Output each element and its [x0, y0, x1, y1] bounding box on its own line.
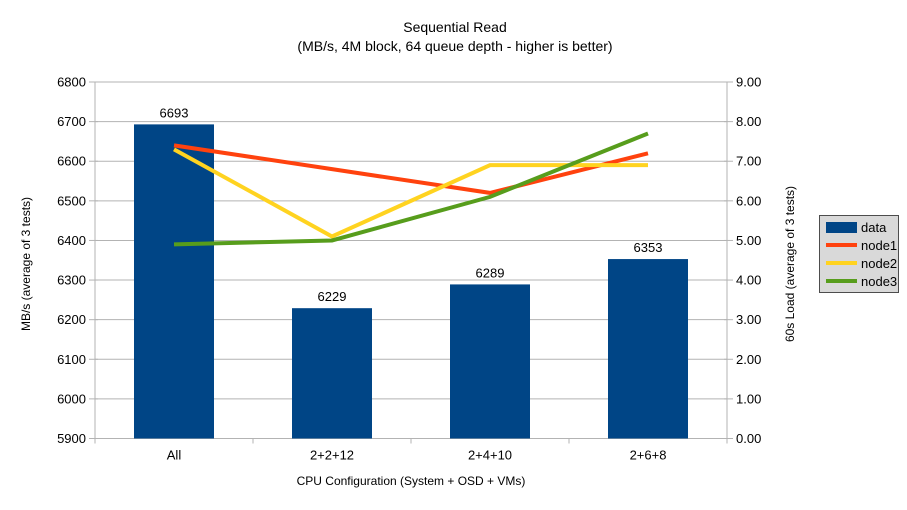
- legend-label-node3: node3: [861, 273, 898, 289]
- bar-all: [134, 124, 214, 439]
- left-tick-label: 6300: [57, 273, 86, 288]
- legend-label-node1: node1: [861, 237, 898, 253]
- right-tick-label: 6.00: [736, 193, 761, 208]
- left-tick-label: 6500: [57, 193, 86, 208]
- y-axis-title-left: MB/s (average of 3 tests): [19, 197, 33, 331]
- right-tick-label: 3.00: [736, 312, 761, 327]
- category-label: 2+2+12: [310, 448, 354, 463]
- legend-item-data: data: [826, 220, 898, 235]
- right-tick-label: 1.00: [736, 391, 761, 406]
- legend-item-node1: node1: [826, 238, 898, 253]
- legend-swatch-node1: [826, 243, 857, 247]
- bar-2+4+10: [450, 284, 530, 439]
- right-tick-label: 2.00: [736, 352, 761, 367]
- bar-value-label: 6353: [634, 240, 663, 255]
- legend-swatch-data: [826, 221, 857, 233]
- line-node3: [173, 131, 649, 247]
- right-tick-label: 7.00: [736, 154, 761, 169]
- legend-swatch-node2: [826, 261, 857, 265]
- bar-2+6+8: [608, 259, 688, 439]
- legend-swatch-node3: [826, 279, 857, 283]
- bar-value-label: 6693: [160, 105, 189, 120]
- left-tick-label: 5900: [57, 431, 86, 446]
- legend-item-node3: node3: [826, 274, 898, 289]
- category-label: All: [167, 448, 182, 463]
- left-tick-label: 6000: [57, 391, 86, 406]
- bar-value-label: 6229: [318, 289, 347, 304]
- left-tick-label: 6200: [57, 312, 86, 327]
- category-label: 2+6+8: [630, 448, 667, 463]
- y-axis-title-right: 60s Load (average of 3 tests): [783, 186, 797, 342]
- plot-area: 6800 9.00 6700 8.00 6600 7.00 6500 6.00 6400 5.00…: [57, 75, 761, 463]
- left-tick-label: 6800: [57, 75, 86, 90]
- legend-label-node2: node2: [861, 255, 898, 271]
- chart-title-line2: (MB/s, 4M block, 64 queue depth - higher…: [297, 38, 612, 54]
- left-tick-label: 6100: [57, 352, 86, 367]
- right-tick-label: 5.00: [736, 233, 761, 248]
- legend-label-data: data: [861, 219, 887, 235]
- chart-title-line1: Sequential Read: [403, 19, 507, 35]
- category-label: 2+4+10: [468, 448, 512, 463]
- x-axis-title: CPU Configuration (System + OSD + VMs): [297, 474, 526, 488]
- right-tick-label: 8.00: [736, 114, 761, 129]
- line-node1: [173, 143, 649, 195]
- legend: data node1 node2 node3: [819, 215, 899, 293]
- left-tick-label: 6400: [57, 233, 86, 248]
- bar-value-label: 6289: [476, 265, 505, 280]
- left-tick-label: 6700: [57, 114, 86, 129]
- right-tick-label: 9.00: [736, 75, 761, 90]
- left-tick-label: 6600: [57, 154, 86, 169]
- bar-2+2+12: [292, 308, 372, 439]
- right-tick-label: 4.00: [736, 273, 761, 288]
- right-tick-label: 0.00: [736, 431, 761, 446]
- legend-item-node2: node2: [826, 256, 898, 271]
